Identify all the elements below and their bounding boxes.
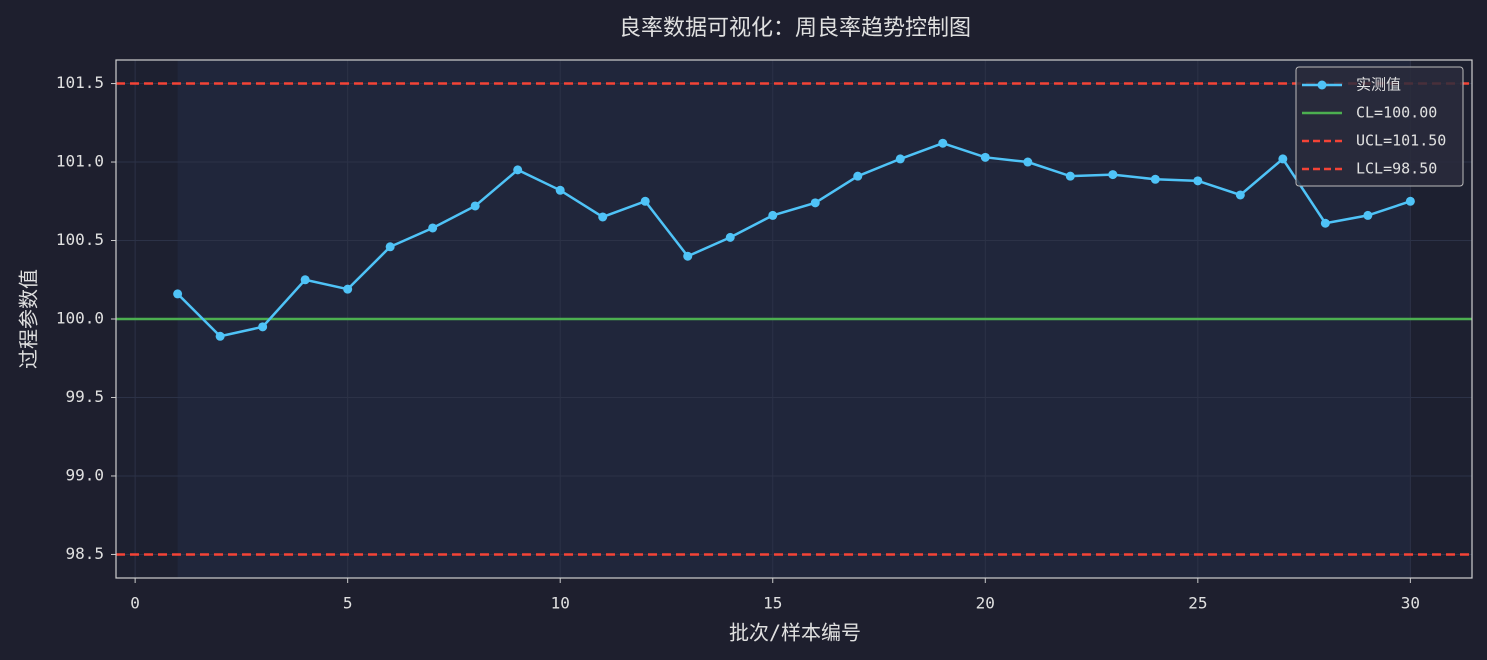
data-point <box>300 275 310 285</box>
y-tick-label: 100.0 <box>56 309 104 328</box>
plot-frame <box>115 59 1473 579</box>
data-point <box>1065 171 1075 181</box>
data-point <box>385 242 395 252</box>
data-point <box>895 154 905 164</box>
legend-label: CL=100.00 <box>1356 104 1437 122</box>
data-point <box>640 196 650 206</box>
x-tick-label: 10 <box>551 594 570 613</box>
x-tick-label: 15 <box>763 594 782 613</box>
data-point <box>810 198 820 208</box>
x-tick-label: 30 <box>1401 594 1420 613</box>
y-tick-label: 98.5 <box>65 544 104 563</box>
data-point <box>215 331 225 341</box>
data-point <box>258 322 268 332</box>
y-tick-label: 99.0 <box>65 465 104 484</box>
data-point <box>598 212 608 222</box>
x-tick-label: 20 <box>976 594 995 613</box>
y-tick-label: 99.5 <box>65 387 104 406</box>
data-point <box>428 223 438 233</box>
data-point <box>1150 174 1160 184</box>
data-point <box>513 165 523 175</box>
legend: 实测值 CL=100.00 UCL=101.50 LCL=98.50 <box>1295 66 1464 187</box>
data-point <box>683 251 693 261</box>
legend-label: LCL=98.50 <box>1356 160 1437 178</box>
data-point <box>470 201 480 211</box>
x-axis-label: 批次/样本编号 <box>729 621 861 645</box>
data-point <box>1363 210 1373 220</box>
data-point <box>1108 170 1118 180</box>
x-tick-label: 0 <box>130 594 140 613</box>
data-point <box>853 171 863 181</box>
data-point <box>1235 190 1245 200</box>
data-point <box>980 152 990 162</box>
legend-label: 实测值 <box>1356 76 1401 94</box>
y-tick-label: 100.5 <box>56 230 104 249</box>
data-point <box>343 284 353 294</box>
legend-label: UCL=101.50 <box>1356 132 1446 150</box>
legend-box <box>1295 66 1464 187</box>
data-point <box>1405 196 1415 206</box>
data-point <box>725 232 735 242</box>
data-point <box>1320 218 1330 228</box>
chart-title: 良率数据可视化：周良率趋势控制图 <box>619 16 971 41</box>
data-point <box>1023 157 1033 167</box>
x-tick-label: 5 <box>343 594 353 613</box>
x-tick-label: 25 <box>1188 594 1207 613</box>
legend-marker <box>1317 80 1327 90</box>
data-point <box>1278 154 1288 164</box>
data-point <box>555 185 565 195</box>
data-point <box>768 210 778 220</box>
data-point <box>173 289 183 299</box>
y-tick-label: 101.5 <box>56 73 104 92</box>
y-tick-label: 101.0 <box>56 152 104 171</box>
series-line <box>176 141 1411 338</box>
data-point <box>938 138 948 148</box>
y-axis-label: 过程参数值 <box>17 269 41 369</box>
data-point <box>1193 176 1203 186</box>
